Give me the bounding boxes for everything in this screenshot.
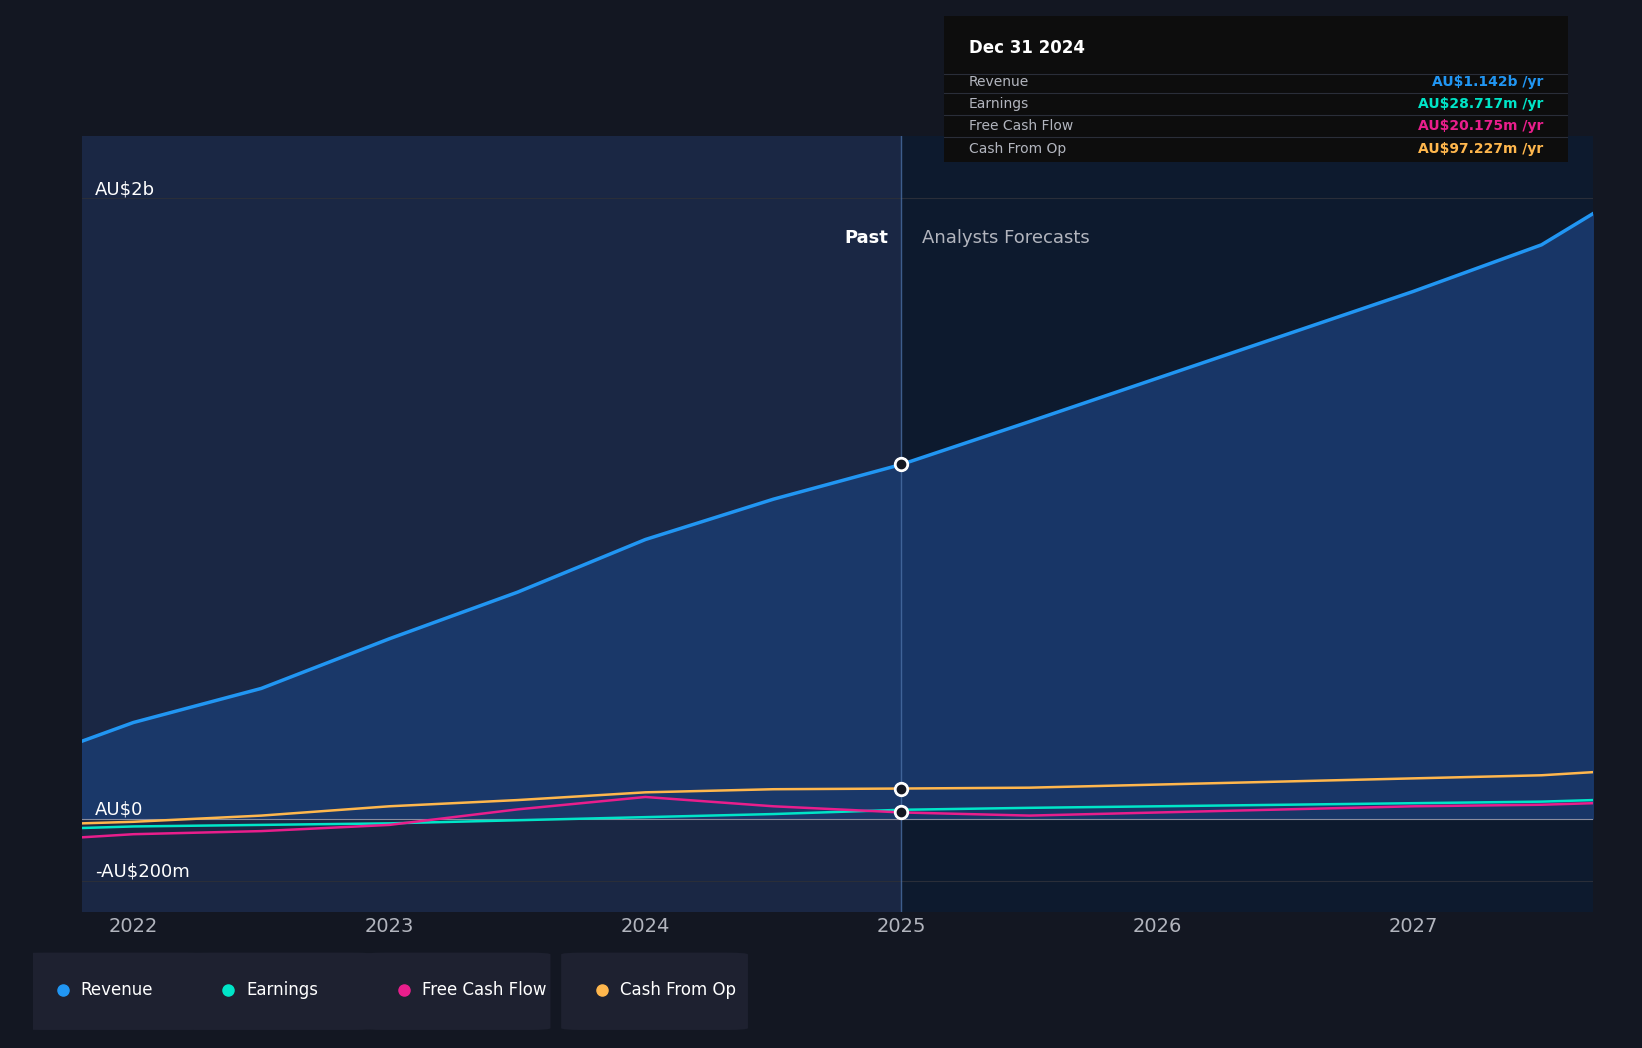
Text: -AU$200m: -AU$200m (95, 863, 190, 880)
Text: Free Cash Flow: Free Cash Flow (969, 119, 1074, 133)
Text: Past: Past (844, 230, 888, 247)
FancyBboxPatch shape (187, 953, 374, 1030)
Text: Dec 31 2024: Dec 31 2024 (969, 39, 1085, 57)
Text: Revenue: Revenue (80, 981, 153, 1000)
Text: Analysts Forecasts: Analysts Forecasts (921, 230, 1090, 247)
Text: AU$20.175m /yr: AU$20.175m /yr (1417, 119, 1543, 133)
Polygon shape (901, 136, 1593, 912)
Text: Free Cash Flow: Free Cash Flow (422, 981, 547, 1000)
Text: AU$0: AU$0 (95, 801, 143, 818)
FancyBboxPatch shape (23, 953, 209, 1030)
Text: Earnings: Earnings (969, 97, 1030, 111)
Text: AU$28.717m /yr: AU$28.717m /yr (1417, 97, 1543, 111)
Text: Cash From Op: Cash From Op (621, 981, 736, 1000)
FancyBboxPatch shape (365, 953, 550, 1030)
Text: Cash From Op: Cash From Op (969, 141, 1066, 155)
Text: AU$2b: AU$2b (95, 180, 154, 198)
Text: Revenue: Revenue (969, 75, 1030, 89)
FancyBboxPatch shape (562, 953, 749, 1030)
Text: Earnings: Earnings (246, 981, 319, 1000)
Text: AU$97.227m /yr: AU$97.227m /yr (1419, 141, 1543, 155)
Text: AU$1.142b /yr: AU$1.142b /yr (1432, 75, 1543, 89)
Polygon shape (82, 136, 901, 912)
